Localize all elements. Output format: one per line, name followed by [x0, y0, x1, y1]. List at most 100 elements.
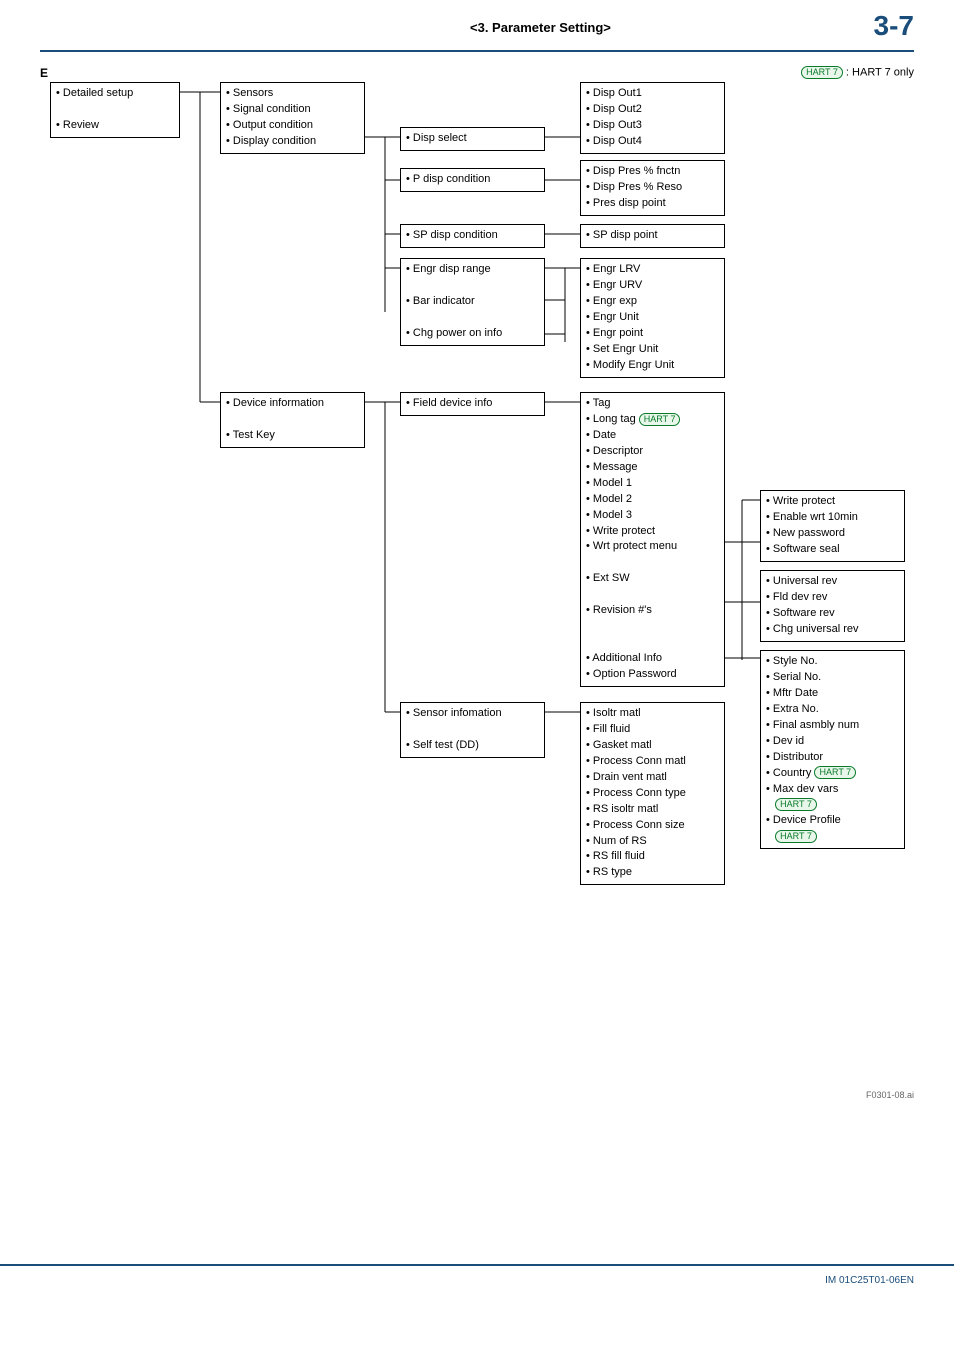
tree-item: • Model 3	[586, 508, 719, 524]
tree-item	[586, 619, 719, 635]
tree-item: • Display condition	[226, 134, 359, 150]
tree-item: • Engr Unit	[586, 310, 719, 326]
tree-node: • SP disp condition	[400, 224, 545, 248]
tree-node: • Disp Out1• Disp Out2• Disp Out3• Disp …	[580, 82, 725, 154]
tree-item: • Self test (DD)	[406, 738, 539, 754]
tree-item: • Field device info	[406, 396, 539, 412]
tree-item: • Bar indicator	[406, 294, 539, 310]
tree-node: • Engr LRV• Engr URV• Engr exp• Engr Uni…	[580, 258, 725, 378]
tree-item	[226, 412, 359, 428]
page-footer: IM 01C25T01-06EN	[0, 1264, 954, 1290]
tree-item: • Disp Pres % Reso	[586, 180, 719, 196]
tree-node: • Universal rev• Fld dev rev• Software r…	[760, 570, 905, 642]
tree-node: • Disp select	[400, 127, 545, 151]
tree-node: • Disp Pres % fnctn• Disp Pres % Reso• P…	[580, 160, 725, 216]
tree-item: • P disp condition	[406, 172, 539, 188]
tree-item: HART 7	[766, 829, 899, 845]
tree-item	[586, 555, 719, 571]
tree-node: • Isoltr matl• Fill fluid• Gasket matl• …	[580, 702, 725, 885]
tree-item: • Device information	[226, 396, 359, 412]
tree-item: • Tag	[586, 396, 719, 412]
tree-item: • Disp Out2	[586, 102, 719, 118]
tree-item: • Sensor infomation	[406, 706, 539, 722]
tree-item: • Test Key	[226, 428, 359, 444]
tree-item	[406, 278, 539, 294]
tree-item: • Wrt protect menu	[586, 539, 719, 555]
hart-badge-icon: HART 7	[639, 413, 681, 426]
tree-item: • Output condition	[226, 118, 359, 134]
tree-item: • Model 2	[586, 492, 719, 508]
tree-item: • Disp select	[406, 131, 539, 147]
tree-item: • Set Engr Unit	[586, 342, 719, 358]
figure-reference: F0301-08.ai	[866, 1090, 914, 1100]
tree-item: • Additional Info	[586, 651, 719, 667]
hart-legend-text: : HART 7 only	[846, 66, 914, 78]
tree-node: • Sensor infomation • Self test (DD)	[400, 702, 545, 758]
tree-item	[586, 587, 719, 603]
tree-item: • SP disp condition	[406, 228, 539, 244]
tree-node: • Sensors• Signal condition• Output cond…	[220, 82, 365, 154]
tree-item: • RS type	[586, 865, 719, 881]
tree-item: • New password	[766, 526, 899, 542]
tree-item: • Software rev	[766, 606, 899, 622]
tree-item: • Message	[586, 460, 719, 476]
tree-item	[406, 310, 539, 326]
tree-item	[586, 635, 719, 651]
tree-item: • Detailed setup	[56, 86, 174, 102]
tree-item: • Max dev vars	[766, 782, 899, 798]
tree-item: • Device Profile	[766, 813, 899, 829]
tree-item: • Engr URV	[586, 278, 719, 294]
tree-item: • Chg power on info	[406, 326, 539, 342]
tree-node: • Device information • Test Key	[220, 392, 365, 448]
tree-item: • Review	[56, 118, 174, 134]
page-number: 3-7	[874, 10, 914, 42]
hart-badge-icon: HART 7	[775, 830, 817, 843]
hart-badge-icon: HART 7	[801, 66, 843, 79]
tree-item: • Chg universal rev	[766, 622, 899, 638]
tree-item: • Extra No.	[766, 702, 899, 718]
tree-item: • Distributor	[766, 750, 899, 766]
tree-node: • Style No.• Serial No.• Mftr Date• Extr…	[760, 650, 905, 849]
tree-item: • Process Conn type	[586, 786, 719, 802]
tree-item: • Engr exp	[586, 294, 719, 310]
tree-item: • Long tag HART 7	[586, 412, 719, 428]
tree-item: • Model 1	[586, 476, 719, 492]
tree-item: • Modify Engr Unit	[586, 358, 719, 374]
menu-tree-diagram: • Detailed setup • Review • Sensors• Sign…	[40, 82, 914, 1102]
tree-item: • Software seal	[766, 542, 899, 558]
tree-item: HART 7	[766, 797, 899, 813]
tree-item: • Engr LRV	[586, 262, 719, 278]
tree-item: • Engr point	[586, 326, 719, 342]
hart-badge-icon: HART 7	[814, 766, 856, 779]
tree-item: • Serial No.	[766, 670, 899, 686]
tree-item: • Date	[586, 428, 719, 444]
tree-item: • Disp Pres % fnctn	[586, 164, 719, 180]
tree-node: • Engr disp range • Bar indicator • Chg …	[400, 258, 545, 346]
tree-item	[56, 102, 174, 118]
tree-item: • RS fill fluid	[586, 849, 719, 865]
tree-item: • Isoltr matl	[586, 706, 719, 722]
tree-item: • Fill fluid	[586, 722, 719, 738]
tree-item: • Ext SW	[586, 571, 719, 587]
tree-item: • Write protect	[586, 524, 719, 540]
tree-item: • Num of RS	[586, 834, 719, 850]
tree-item: • Write protect	[766, 494, 899, 510]
tree-item: • Fld dev rev	[766, 590, 899, 606]
tree-node: • Write protect• Enable wrt 10min• New p…	[760, 490, 905, 562]
tree-node: • SP disp point	[580, 224, 725, 248]
tree-item: • Disp Out1	[586, 86, 719, 102]
tree-item: • Drain vent matl	[586, 770, 719, 786]
tree-item: • Enable wrt 10min	[766, 510, 899, 526]
tree-item: • RS isoltr matl	[586, 802, 719, 818]
tree-node: • P disp condition	[400, 168, 545, 192]
tree-item: • Revision #'s	[586, 603, 719, 619]
section-title: <3. Parameter Setting>	[470, 20, 611, 35]
tree-node: • Field device info	[400, 392, 545, 416]
tree-item: • Signal condition	[226, 102, 359, 118]
tree-item: • Pres disp point	[586, 196, 719, 212]
hart-legend: HART 7 : HART 7 only	[801, 66, 914, 79]
tree-item: • SP disp point	[586, 228, 719, 244]
tree-item: • Disp Out4	[586, 134, 719, 150]
tree-item: • Country HART 7	[766, 766, 899, 782]
tree-item: • Process Conn size	[586, 818, 719, 834]
